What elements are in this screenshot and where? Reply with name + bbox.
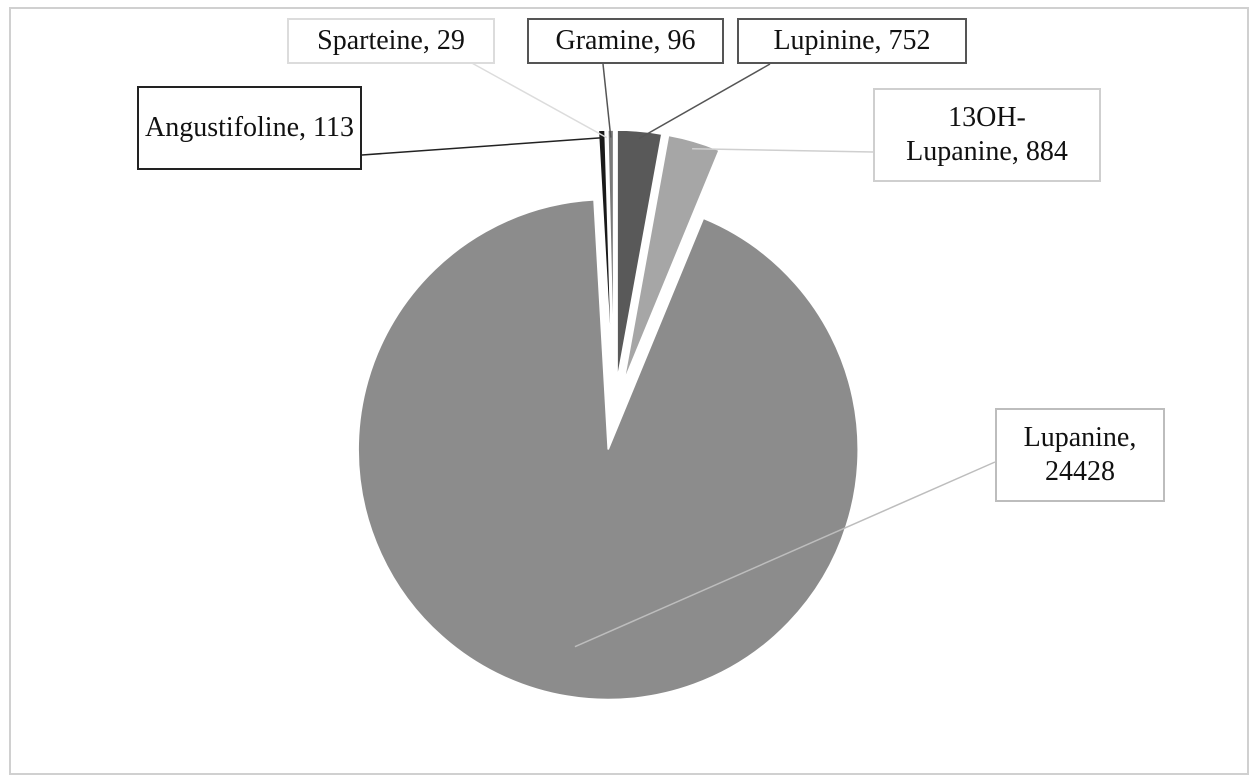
data-label-text: Lupinine, 752: [773, 25, 931, 56]
leader-line: [638, 63, 771, 140]
leader-line: [602, 63, 612, 138]
data-label-text: Angustifoline, 113: [145, 112, 354, 143]
pie-slice: [357, 199, 859, 701]
data-label: Gramine, 96: [527, 18, 724, 64]
leader-line: [574, 461, 996, 648]
leader-line: [469, 61, 608, 139]
data-label: Lupinine, 752: [737, 18, 967, 64]
pie-slice: [623, 134, 721, 382]
data-label-text: Sparteine, 29: [317, 25, 465, 56]
pie-slice: [616, 129, 663, 381]
leader-line: [361, 137, 603, 156]
leader-line: [692, 147, 874, 153]
data-label-text: Lupanine, 24428: [1023, 422, 1137, 487]
data-label: 13OH-Lupanine, 884: [873, 88, 1101, 182]
data-label: Lupanine, 24428: [995, 408, 1165, 502]
data-label: Sparteine, 29: [287, 18, 495, 64]
data-label: Angustifoline, 113: [137, 86, 362, 170]
data-label-text: Gramine, 96: [555, 25, 696, 56]
data-label-text: 13OH-Lupanine, 884: [906, 102, 1068, 167]
